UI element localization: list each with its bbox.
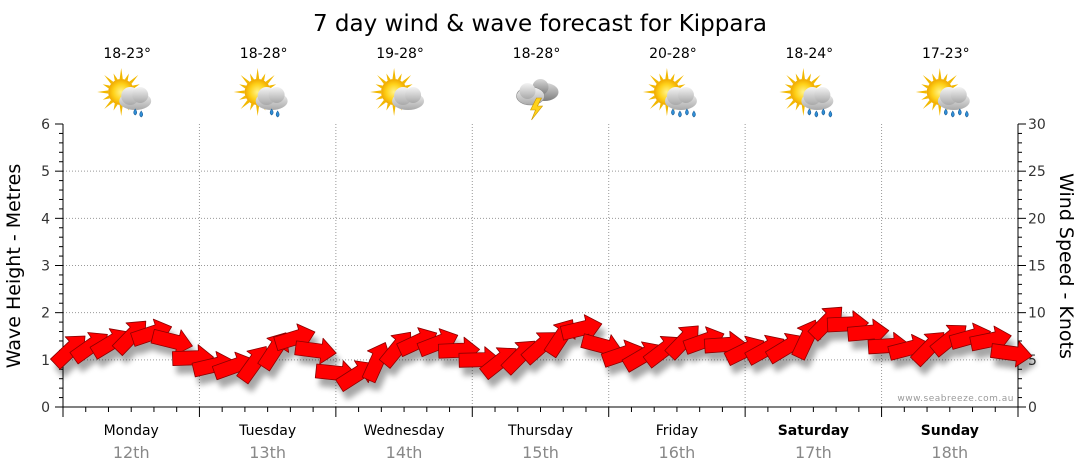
left-tick-label: 5 xyxy=(41,164,50,180)
right-axis-title: Wind Speed - Knots xyxy=(1055,173,1077,359)
right-tick-label: 10 xyxy=(1028,306,1046,322)
date-label: 17th xyxy=(795,443,832,462)
wind-arrow xyxy=(294,337,337,365)
right-tick-label: 5 xyxy=(1028,353,1037,369)
date-label: 14th xyxy=(386,443,423,462)
day-labels: Monday 12th Tuesday 13th Wednesday 14th Thursd… xyxy=(104,423,979,462)
temperature-label: 18-28° xyxy=(240,46,288,62)
left-tick-label: 2 xyxy=(41,306,50,322)
sun-cloud-showers-icon xyxy=(97,68,152,118)
date-label: 16th xyxy=(659,443,696,462)
day-label: Friday xyxy=(656,423,698,439)
temperature-label: 18-23° xyxy=(103,46,151,62)
temperature-label: 17-23° xyxy=(922,46,970,62)
temperature-row: 18-23° 18-28° 19-28° 18-28° 20-28° 18-24° 17-2… xyxy=(103,46,969,62)
right-tick-label: 15 xyxy=(1028,259,1046,275)
sun-cloud-rain-icon xyxy=(642,68,697,118)
sun-cloud-rain-icon xyxy=(915,68,970,118)
left-axis-ticks: 0 1 2 3 4 5 6 xyxy=(41,117,63,416)
left-tick-label: 6 xyxy=(41,117,50,133)
date-label: 18th xyxy=(931,443,968,462)
weather-icon-row xyxy=(97,68,970,121)
left-tick-label: 1 xyxy=(41,353,50,369)
sun-cloud-icon xyxy=(370,68,425,116)
sun-cloud-showers-icon xyxy=(233,68,288,118)
temperature-label: 19-28° xyxy=(376,46,424,62)
left-tick-label: 3 xyxy=(41,259,50,275)
date-label: 12th xyxy=(113,443,150,462)
date-label: 15th xyxy=(522,443,559,462)
wind-arrow xyxy=(990,340,1033,368)
wind-arrow xyxy=(846,318,890,346)
watermark: www.seabreeze.com.au xyxy=(897,394,1014,404)
left-axis-title: Wave Height - Metres xyxy=(3,164,25,368)
chart-title: 7 day wind & wave forecast for Kippara xyxy=(313,11,767,37)
right-tick-label: 0 xyxy=(1028,400,1037,416)
right-tick-label: 20 xyxy=(1028,211,1046,227)
right-tick-label: 30 xyxy=(1028,117,1046,133)
temperature-label: 20-28° xyxy=(649,46,697,62)
day-label: Sunday xyxy=(921,423,979,439)
wind-arrows xyxy=(50,306,1033,392)
day-label: Monday xyxy=(104,423,159,439)
day-label: Thursday xyxy=(507,423,573,439)
wind-arrow xyxy=(150,329,193,356)
left-tick-label: 0 xyxy=(41,400,50,416)
storm-cloud-icon xyxy=(516,79,559,121)
day-label: Wednesday xyxy=(364,423,445,439)
sun-cloud-rain-icon xyxy=(779,68,834,118)
day-label: Tuesday xyxy=(238,423,296,439)
day-label: Saturday xyxy=(778,423,849,439)
date-label: 13th xyxy=(249,443,286,462)
temperature-label: 18-28° xyxy=(513,46,561,62)
right-axis-ticks: 0 5 10 15 20 25 30 xyxy=(1018,117,1046,416)
left-tick-label: 4 xyxy=(41,211,50,227)
right-tick-label: 25 xyxy=(1028,164,1046,180)
wind-arrow xyxy=(559,314,603,341)
temperature-label: 18-24° xyxy=(786,46,834,62)
